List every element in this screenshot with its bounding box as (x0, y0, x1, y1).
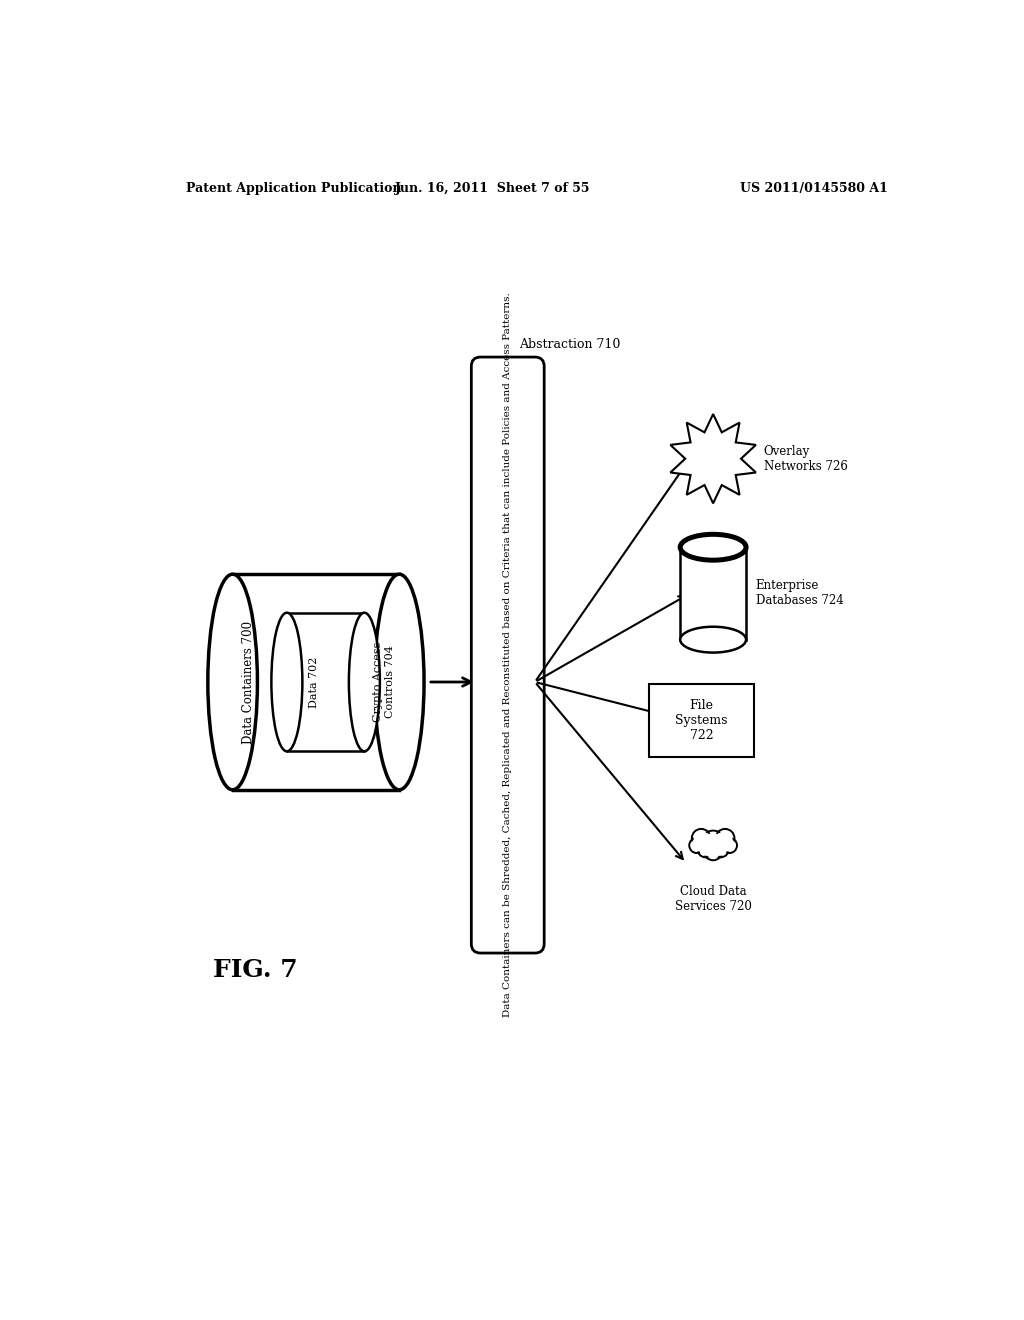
Text: Data Containers 700: Data Containers 700 (242, 620, 255, 743)
FancyBboxPatch shape (471, 358, 544, 953)
Text: FIG. 7: FIG. 7 (213, 958, 298, 982)
Bar (232, 574, 399, 789)
Circle shape (693, 830, 709, 846)
Ellipse shape (680, 627, 746, 652)
Circle shape (699, 843, 712, 855)
Circle shape (691, 840, 703, 851)
Circle shape (706, 843, 721, 858)
Ellipse shape (680, 535, 746, 560)
Bar (287, 612, 365, 751)
Text: Data 702: Data 702 (309, 656, 319, 708)
Circle shape (703, 842, 723, 861)
Circle shape (716, 829, 734, 847)
Text: Abstraction 710: Abstraction 710 (519, 338, 621, 351)
Circle shape (702, 833, 723, 854)
Bar (680, 548, 746, 640)
Polygon shape (671, 414, 756, 503)
Bar (649, 684, 754, 758)
Circle shape (697, 842, 713, 857)
Text: Data Containers can be Shredded, Cached, Replicated and Reconstituted based on C: Data Containers can be Shredded, Cached,… (503, 293, 512, 1018)
Text: Enterprise
Databases 724: Enterprise Databases 724 (756, 579, 844, 607)
Circle shape (723, 840, 735, 851)
Text: US 2011/0145580 A1: US 2011/0145580 A1 (739, 182, 888, 194)
Circle shape (689, 838, 705, 853)
Text: File
Systems
722: File Systems 722 (675, 700, 728, 742)
Text: Cloud Data
Services 720: Cloud Data Services 720 (675, 884, 752, 912)
Text: Overlay
Networks 726: Overlay Networks 726 (764, 445, 848, 473)
Ellipse shape (208, 574, 257, 789)
Text: Crypto Access
Controls 704: Crypto Access Controls 704 (373, 642, 394, 722)
Circle shape (713, 842, 728, 857)
Circle shape (715, 843, 727, 855)
Ellipse shape (375, 574, 424, 789)
Text: Patent Application Publication: Patent Application Publication (186, 182, 401, 194)
Text: Jun. 16, 2011  Sheet 7 of 55: Jun. 16, 2011 Sheet 7 of 55 (394, 182, 590, 194)
Circle shape (718, 830, 732, 846)
Circle shape (700, 830, 726, 857)
Ellipse shape (349, 612, 380, 751)
Circle shape (722, 838, 737, 853)
Ellipse shape (271, 612, 302, 751)
Circle shape (692, 829, 711, 847)
